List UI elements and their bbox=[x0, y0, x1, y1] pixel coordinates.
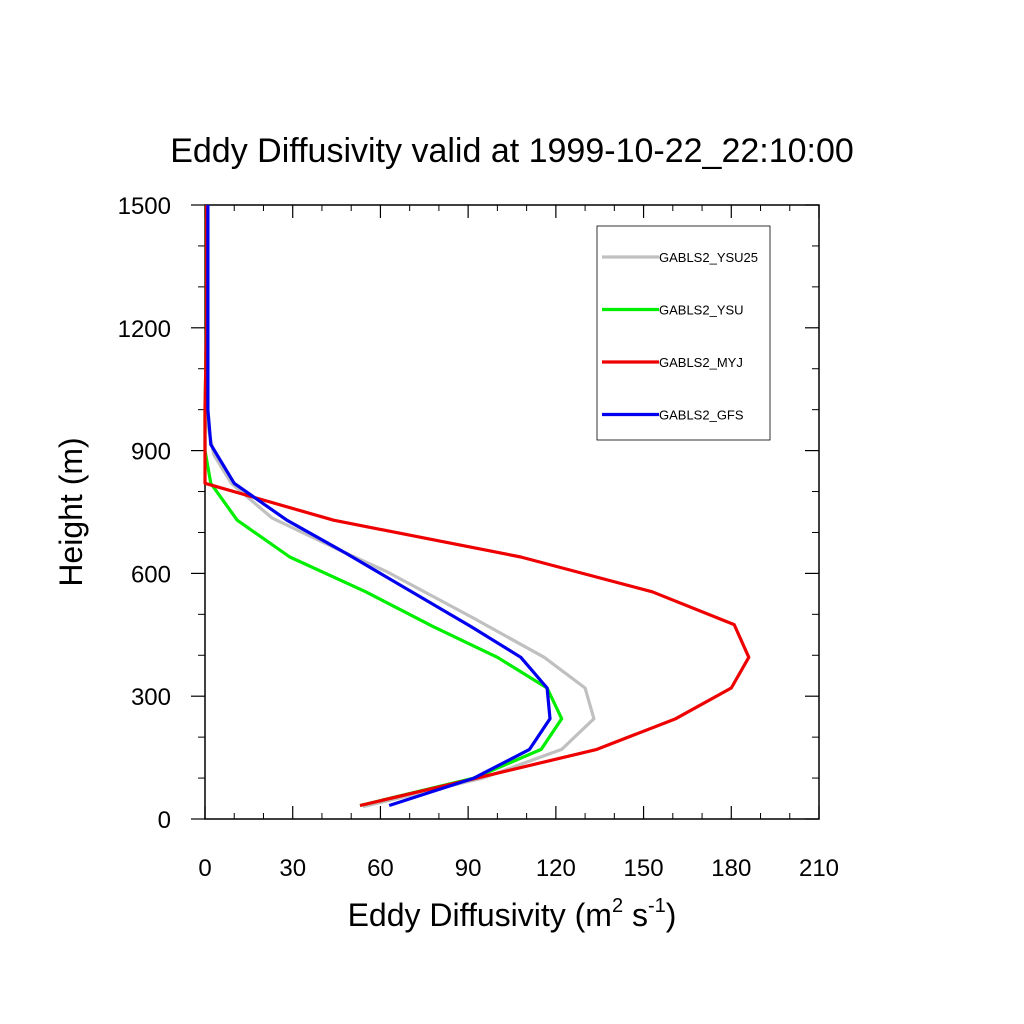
chart-title: Eddy Diffusivity valid at 1999-10-22_22:… bbox=[170, 132, 854, 170]
x-tick-label: 180 bbox=[711, 855, 751, 882]
legend-label: GABLS2_MYJ bbox=[659, 355, 743, 370]
y-tick-label: 1500 bbox=[118, 193, 171, 220]
legend-label: GABLS2_GFS bbox=[659, 408, 744, 423]
x-tick-label: 120 bbox=[536, 855, 576, 882]
legend-label: GABLS2_YSU bbox=[659, 303, 744, 318]
legend-label: GABLS2_YSU25 bbox=[659, 250, 758, 265]
x-tick-label: 0 bbox=[198, 855, 211, 882]
y-tick-label: 300 bbox=[131, 684, 171, 711]
legend: GABLS2_YSU25 GABLS2_YSU GABLS2_MYJ GABLS2_G… bbox=[596, 225, 771, 441]
x-axis-title-base: Eddy Diffusivity (m bbox=[348, 897, 612, 933]
y-tick-label: 1200 bbox=[118, 316, 171, 343]
x-axis-title-sup1: 2 bbox=[612, 895, 623, 917]
legend-box bbox=[596, 225, 771, 441]
x-axis-title-mid: s bbox=[623, 897, 648, 933]
y-tick-label: 0 bbox=[158, 807, 171, 834]
x-tick-label: 210 bbox=[799, 855, 839, 882]
y-axis-title: Height (m) bbox=[53, 437, 89, 586]
y-tick-label: 900 bbox=[131, 439, 171, 466]
series-group bbox=[203, 205, 751, 809]
series-line-4 bbox=[206, 205, 552, 808]
x-tick-label: 90 bbox=[455, 855, 482, 882]
y-tick-label: 600 bbox=[131, 561, 171, 588]
x-tick-label: 150 bbox=[624, 855, 664, 882]
x-axis-title-end: ) bbox=[666, 897, 677, 933]
x-tick-label: 60 bbox=[367, 855, 394, 882]
x-tick-label: 30 bbox=[279, 855, 306, 882]
plot-frame bbox=[204, 204, 820, 820]
series-line-3 bbox=[203, 205, 751, 808]
axis-ticks: 0 30 60 90 120 150 180 210 0 300 600 900 1200 1500 bbox=[118, 193, 839, 882]
x-axis-title-sup2: -1 bbox=[648, 895, 666, 917]
x-axis-title: Eddy Diffusivity (m2 s-1) bbox=[348, 895, 677, 933]
